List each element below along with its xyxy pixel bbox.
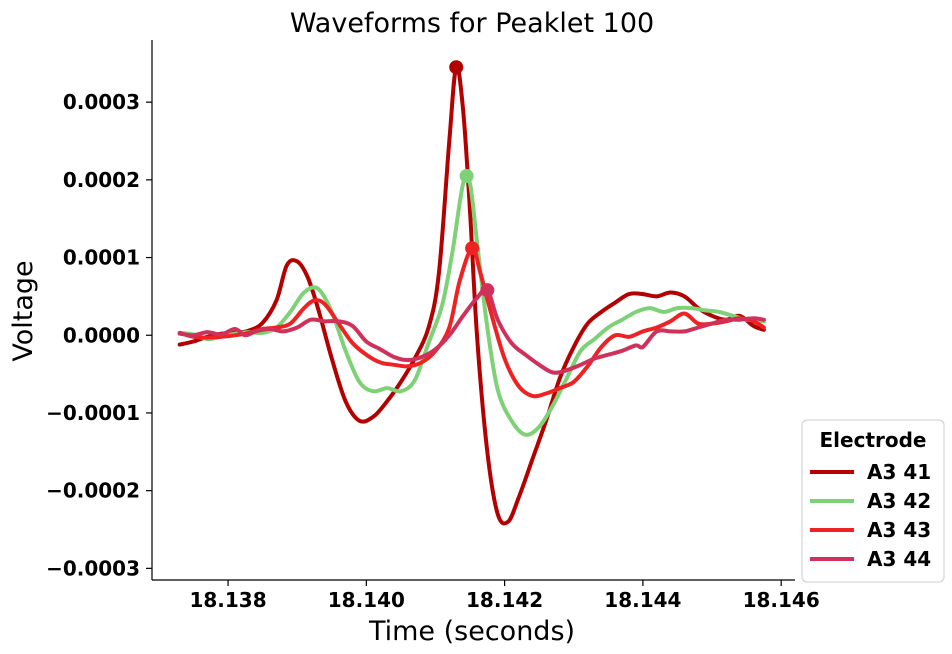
x-axis-label: Time (seconds) [368,616,575,647]
y-tick-label: −0.0003 [46,556,140,580]
peak-marker-a3-42 [459,168,474,183]
x-tick-label: 18.146 [743,588,820,612]
legend-title: Electrode [820,428,927,452]
legend-label-a3-44: A3 44 [867,547,931,571]
y-axis-label: Voltage [8,260,39,361]
legend-label-a3-41: A3 41 [867,460,931,484]
axes: 18.138 18.140 18.142 18.144 18.146 0.0003 0.00… [46,40,820,612]
plot-lines [177,60,766,526]
x-tick-label: 18.142 [466,588,543,612]
chart-title: Waveforms for Peaklet 100 [290,8,654,39]
legend-label-a3-43: A3 43 [867,518,931,542]
y-tick-label: 0.0001 [63,246,140,270]
peak-marker-a3-41 [449,60,464,75]
legend-label-a3-42: A3 42 [867,489,931,513]
y-tick-label: 0.0003 [63,90,140,114]
x-tick-label: 18.138 [189,588,266,612]
peak-marker-a3-44 [480,283,495,298]
y-tick-label: −0.0001 [46,401,140,425]
legend: Electrode A3 41 A3 42 A3 43 A3 44 [801,419,945,583]
y-tick-label: 0.0002 [63,168,140,192]
series-line-a3-42 [177,173,766,437]
series-line-a3-44 [177,287,766,375]
x-tick-label: 18.140 [328,588,405,612]
x-tick-label: 18.144 [604,588,681,612]
y-tick-label: 0.0000 [63,323,140,347]
peak-marker-a3-43 [465,241,480,256]
legend-box [801,419,945,583]
series-line-a3-41 [177,64,766,526]
y-tick-label: −0.0002 [46,479,140,503]
